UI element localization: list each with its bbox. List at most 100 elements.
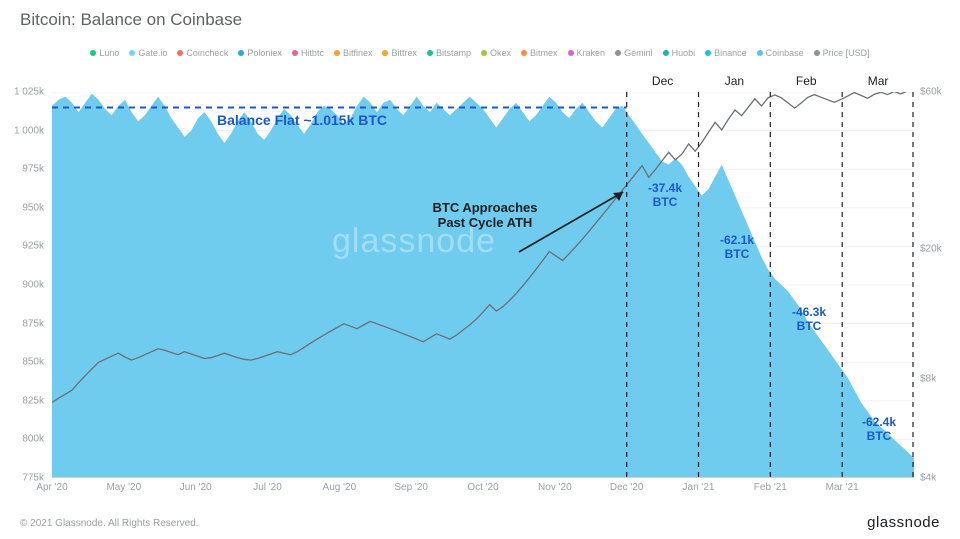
x-tick: Jan '21	[683, 482, 715, 493]
legend-label: Coincheck	[186, 48, 228, 58]
legend-dot	[757, 50, 763, 56]
ath-line2: Past Cycle ATH	[405, 215, 565, 230]
legend-label: Bittrex	[391, 48, 417, 58]
ath-line1: BTC Approaches	[405, 200, 565, 215]
legend-item-binance[interactable]: Binance	[705, 48, 747, 58]
legend-label: Okex	[490, 48, 511, 58]
x-tick: Mar '21	[826, 482, 859, 493]
outflow-dec-val: -37.4k	[648, 182, 682, 196]
x-tick: Aug '20	[323, 482, 357, 493]
legend-label: Poloniex	[247, 48, 282, 58]
legend-dot	[814, 50, 820, 56]
y-left-tick: 850k	[22, 357, 44, 368]
legend-dot	[663, 50, 669, 56]
y-left-tick: 950k	[22, 202, 44, 213]
x-tick: Oct '20	[467, 482, 498, 493]
legend-dot	[521, 50, 527, 56]
legend-label: Coinbase	[766, 48, 804, 58]
y-axis-left: 775k800k825k850k875k900k925k950k975k1 00…	[0, 92, 48, 478]
y-right-tick: $20k	[920, 243, 942, 254]
y-left-tick: 1 000k	[14, 125, 44, 136]
legend-item-luno[interactable]: Luno	[90, 48, 119, 58]
ath-annotation: BTC Approaches Past Cycle ATH	[405, 200, 565, 230]
legend-dot	[568, 50, 574, 56]
legend-dot	[129, 50, 135, 56]
balance-flat-annotation: Balance Flat ~1.015k BTC	[217, 112, 387, 128]
outflow-mar: -62.4k BTC	[862, 416, 896, 444]
x-tick: May '20	[106, 482, 141, 493]
x-tick: Dec '20	[610, 482, 644, 493]
month-label-dec: Dec	[652, 74, 673, 88]
legend-dot	[90, 50, 96, 56]
balance-flat-text: Balance Flat ~1.015k BTC	[217, 112, 387, 128]
y-left-tick: 800k	[22, 434, 44, 445]
legend-label: Kraken	[577, 48, 606, 58]
legend-item-coinbase[interactable]: Coinbase	[757, 48, 804, 58]
chart-page: Bitcoin: Balance on Coinbase Luno Gate.io…	[0, 0, 960, 539]
outflow-jan-unit: BTC	[720, 248, 754, 262]
x-tick: Jun '20	[180, 482, 212, 493]
copyright: © 2021 Glassnode. All Rights Reserved.	[20, 518, 199, 529]
chart-svg	[52, 92, 914, 478]
y-right-tick: $4k	[920, 473, 936, 484]
legend-label: Price [USD]	[823, 48, 870, 58]
legend-label: Bitmex	[530, 48, 558, 58]
page-title: Bitcoin: Balance on Coinbase	[20, 10, 242, 30]
legend-dot	[292, 50, 298, 56]
legend-dot	[382, 50, 388, 56]
x-axis: Apr '20May '20Jun '20Jul '20Aug '20Sep '…	[52, 482, 914, 498]
balance-area	[52, 94, 914, 479]
legend-dot	[177, 50, 183, 56]
y-left-tick: 925k	[22, 241, 44, 252]
x-tick: Apr '20	[36, 482, 67, 493]
legend-item-hitbtc[interactable]: Hitbtc	[292, 48, 324, 58]
legend-label: Bitstamp	[436, 48, 471, 58]
x-tick: Nov '20	[538, 482, 572, 493]
legend-item-gemini[interactable]: Gemini	[615, 48, 653, 58]
y-left-tick: 825k	[22, 395, 44, 406]
legend-item-bitmex[interactable]: Bitmex	[521, 48, 558, 58]
legend-label: Binance	[714, 48, 747, 58]
outflow-mar-unit: BTC	[862, 430, 896, 444]
x-tick: Sep '20	[394, 482, 428, 493]
legend-item-coincheck[interactable]: Coincheck	[177, 48, 228, 58]
y-left-tick: 900k	[22, 280, 44, 291]
legend-label: Hitbtc	[301, 48, 324, 58]
outflow-mar-val: -62.4k	[862, 416, 896, 430]
legend-dot	[334, 50, 340, 56]
legend-item-okex[interactable]: Okex	[481, 48, 511, 58]
y-left-tick: 1 025k	[14, 87, 44, 98]
legend-dot	[238, 50, 244, 56]
outflow-feb: -46.3k BTC	[792, 306, 826, 334]
outflow-dec: -37.4k BTC	[648, 182, 682, 210]
legend-item-poloniex[interactable]: Poloniex	[238, 48, 282, 58]
y-left-tick: 875k	[22, 318, 44, 329]
legend-item-gate-io[interactable]: Gate.io	[129, 48, 167, 58]
legend-item-price-usd-[interactable]: Price [USD]	[814, 48, 870, 58]
x-tick: Jul '20	[253, 482, 282, 493]
legend-item-bitstamp[interactable]: Bitstamp	[427, 48, 471, 58]
outflow-jan: -62.1k BTC	[720, 234, 754, 262]
outflow-feb-val: -46.3k	[792, 306, 826, 320]
legend-item-bitfinex[interactable]: Bitfinex	[334, 48, 373, 58]
y-right-tick: $8k	[920, 374, 936, 385]
legend-dot	[427, 50, 433, 56]
legend-item-huobi[interactable]: Huobi	[663, 48, 696, 58]
legend-label: Gemini	[624, 48, 653, 58]
legend-dot	[481, 50, 487, 56]
y-axis-right: $4k$8k$20k$60k	[916, 92, 958, 478]
legend-label: Bitfinex	[343, 48, 373, 58]
month-label-jan: Jan	[725, 74, 744, 88]
outflow-feb-unit: BTC	[792, 320, 826, 334]
chart-area: glassnode Balance Flat ~1.015k BTC BTC A…	[52, 92, 914, 478]
y-left-tick: 975k	[22, 164, 44, 175]
legend-label: Luno	[99, 48, 119, 58]
month-label-mar: Mar	[868, 74, 889, 88]
month-markers: DecJanFebMar	[52, 74, 914, 90]
x-tick: Feb '21	[754, 482, 787, 493]
legend-item-bittrex[interactable]: Bittrex	[382, 48, 417, 58]
legend-dot	[615, 50, 621, 56]
legend-dot	[705, 50, 711, 56]
legend-item-kraken[interactable]: Kraken	[568, 48, 606, 58]
brand-logo: glassnode	[867, 514, 940, 531]
